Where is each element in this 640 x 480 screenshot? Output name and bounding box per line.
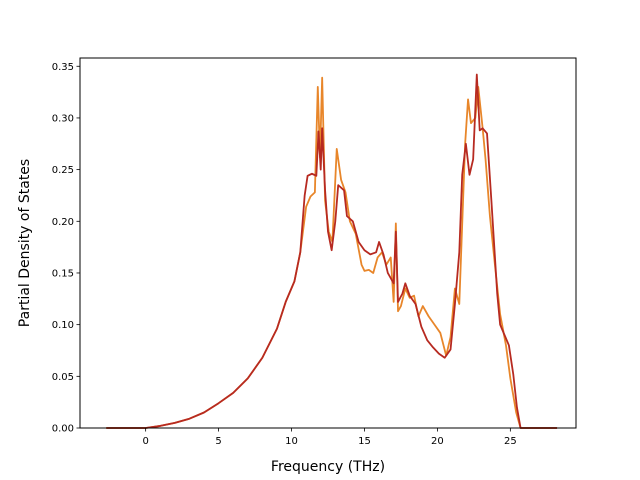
series-line-2: [106, 73, 558, 429]
x-axis: 0 5 10 15 20 25: [142, 428, 517, 447]
y-tick-label: 0.30: [52, 113, 74, 124]
x-tick-label: 15: [358, 436, 371, 447]
x-tick-label: 25: [504, 436, 517, 447]
x-tick-label: 0: [142, 436, 148, 447]
y-tick-label: 0.35: [52, 62, 74, 73]
y-axis: 0.00 0.05 0.10 0.15 0.20 0.25 0.30 0.35: [52, 62, 80, 435]
x-tick-label: 5: [215, 436, 221, 447]
x-tick-label: 20: [431, 436, 444, 447]
y-tick-label: 0.25: [52, 165, 74, 176]
y-tick-label: 0.05: [52, 372, 74, 383]
y-tick-label: 0.20: [52, 217, 74, 228]
y-tick-label: 0.15: [52, 268, 74, 279]
y-axis-label: Partial Density of States: [17, 159, 33, 327]
plot-background: [80, 58, 576, 428]
x-tick-label: 10: [285, 436, 298, 447]
y-tick-label: 0.00: [52, 424, 74, 435]
plot-frame: [79, 57, 577, 429]
series-layer: [106, 73, 558, 429]
y-tick-label: 0.10: [52, 320, 74, 331]
x-axis-label: Frequency (THz): [271, 459, 385, 475]
